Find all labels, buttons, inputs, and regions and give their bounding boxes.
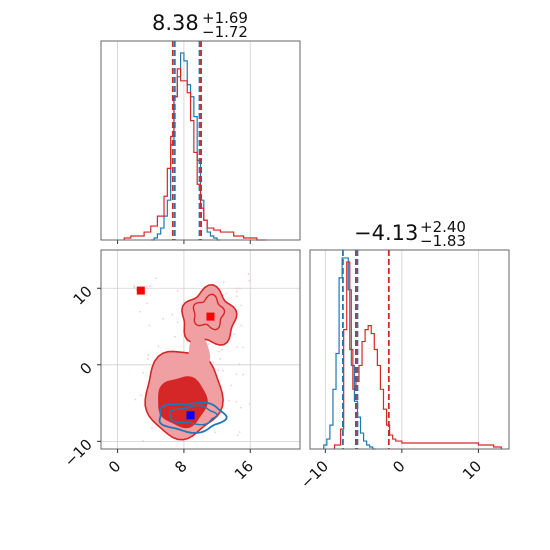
contour-y-tick-label: 10 [70, 282, 96, 308]
scatter-sample-point [222, 369, 224, 372]
param1-vs-param2-contour: 0 8 16 −10 0 10 [61, 249, 301, 483]
contour-panel-frame [100, 249, 301, 450]
param2-x-tick-label: −10 [297, 457, 332, 492]
scatter-sample-point [149, 285, 152, 288]
contour-x-tick-label: 0 [105, 457, 124, 476]
param1-histogram-series-2 [123, 68, 267, 241]
scatter-sample-point [240, 304, 243, 307]
scatter-sample-point [146, 285, 148, 288]
param1-panel-frame [100, 40, 301, 241]
scatter-sample-point [235, 400, 238, 403]
scatter-sample-point [219, 358, 222, 360]
scatter-sample-point [242, 373, 245, 376]
param1-marginal-histogram: 8.38 +1.69 −1.72 [100, 9, 301, 244]
param2-x-tick-label: 0 [389, 457, 408, 476]
scatter-sample-point [238, 363, 241, 366]
scatter-sample-point [228, 399, 230, 402]
scatter-sample-point [186, 340, 189, 343]
scatter-sample-point [151, 427, 153, 430]
contour-y-tick-label: −10 [61, 435, 96, 470]
param2-histogram-series-2 [333, 261, 502, 449]
scatter-sample-point [248, 403, 251, 406]
scatter-sample-point [236, 346, 239, 349]
scatter-sample-point [240, 324, 243, 327]
red-contour-neck [188, 338, 211, 376]
scatter-sample-point [222, 281, 225, 283]
param2-title-value: −4.13 [354, 221, 418, 245]
scatter-sample-point [217, 369, 220, 372]
red-contour-inner-ring [192, 293, 226, 331]
scatter-sample-point [236, 434, 239, 437]
contour-x-tick-label: 8 [171, 457, 190, 476]
param1-title-upper-error: +1.69 [202, 9, 248, 27]
scatter-sample-point [146, 302, 148, 305]
red-square-marker [206, 312, 215, 321]
scatter-sample-point [238, 431, 241, 434]
scatter-sample-point [236, 287, 238, 290]
scatter-sample-point [225, 292, 228, 295]
param2-title-upper-error: +2.40 [420, 218, 466, 236]
scatter-sample-point [235, 373, 238, 376]
contour-y-tick-label: 0 [76, 359, 95, 378]
scatter-sample-point [235, 290, 238, 293]
scatter-sample-point [147, 358, 149, 360]
red-square-marker [136, 286, 145, 295]
scatter-sample-point [162, 317, 164, 320]
scatter-sample-point [207, 343, 210, 346]
scatter-sample-point [176, 289, 179, 292]
scatter-sample-point [171, 313, 174, 316]
scatter-sample-point [220, 349, 223, 351]
scatter-sample-point [247, 273, 250, 275]
scatter-sample-point [133, 286, 136, 289]
scatter-sample-point [233, 333, 236, 336]
param2-title-lower-error: −1.83 [420, 232, 466, 250]
scatter-sample-point [217, 350, 220, 353]
scatter-sample-point [142, 440, 144, 442]
scatter-sample-point [248, 279, 251, 282]
scatter-sample-point [239, 287, 241, 290]
param1-title-value: 8.38 [152, 11, 199, 35]
scatter-sample-point [214, 431, 217, 434]
scatter-sample-point [176, 321, 179, 324]
scatter-sample-point [147, 354, 150, 356]
scatter-sample-point [140, 394, 142, 397]
scatter-sample-point [235, 295, 238, 298]
scatter-sample-point [230, 384, 233, 387]
blue-contour-outer [158, 401, 228, 434]
scatter-sample-point [134, 398, 137, 401]
blue-square-marker [186, 411, 195, 420]
scatter-sample-point [157, 345, 160, 348]
scatter-sample-point [139, 310, 142, 313]
param2-panel-frame [309, 249, 510, 450]
scatter-sample-point [174, 335, 176, 338]
contour-x-tick-label: 16 [231, 457, 257, 483]
param1-title-lower-error: −1.72 [202, 23, 248, 41]
param1-histogram-series-1 [150, 52, 221, 241]
scatter-sample-point [239, 406, 242, 409]
scatter-sample-point [212, 361, 215, 364]
scatter-sample-point [148, 324, 151, 327]
scatter-sample-point [242, 346, 244, 349]
param2-marginal-histogram: −4.13 +2.40 −1.83 −10 0 10 [297, 218, 510, 492]
param2-x-tick-label: 10 [459, 457, 485, 483]
scatter-sample-point [155, 277, 157, 280]
scatter-sample-point [142, 371, 145, 374]
blue-contour-inner [168, 404, 218, 426]
